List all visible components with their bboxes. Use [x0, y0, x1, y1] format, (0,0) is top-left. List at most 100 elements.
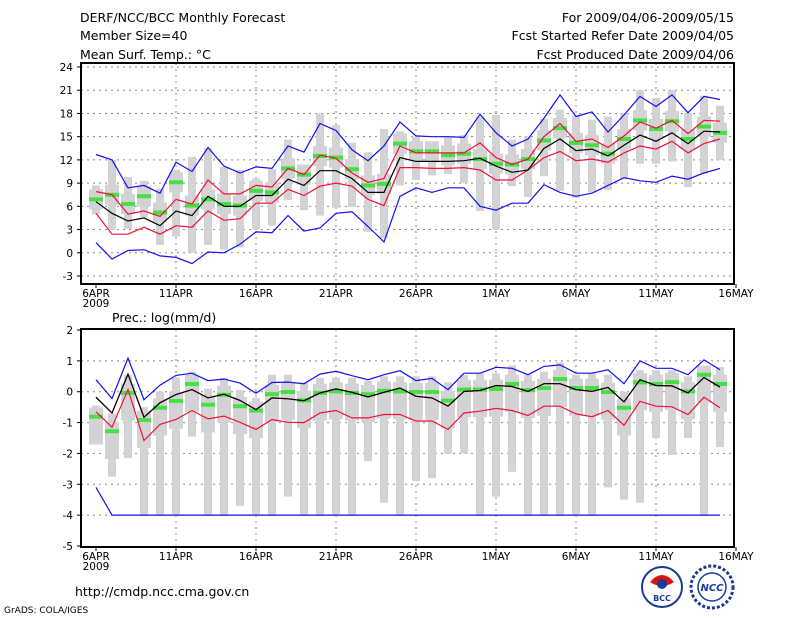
ensemble-range-bar — [316, 377, 324, 516]
green-marker — [553, 126, 567, 131]
green-marker — [345, 390, 359, 395]
blue-lower-line — [95, 167, 721, 265]
x-tick-label: 21APR — [319, 288, 353, 300]
ensemble-range-bar — [332, 377, 340, 516]
green-marker — [441, 153, 455, 158]
x-tick-year: 2009 — [83, 561, 110, 573]
green-marker — [329, 389, 343, 394]
ncc-logo: NCC — [689, 564, 735, 610]
y-tick-label: 1 — [66, 356, 73, 368]
ensemble-range-bar — [396, 376, 404, 516]
forecast-start-date: Fcst Started Refer Date 2009/04/05 — [512, 28, 735, 43]
ensemble-range-bar — [204, 388, 212, 516]
ensemble-range-bar — [588, 373, 596, 516]
green-marker — [89, 414, 103, 419]
variable-label: Mean Surf. Temp.: °C — [80, 47, 211, 62]
x-tick-label: 6MAY — [562, 551, 591, 563]
ensemble-range-bar — [524, 374, 532, 516]
green-marker — [617, 405, 631, 410]
green-marker — [249, 408, 263, 413]
ensemble-box — [633, 373, 647, 411]
ensemble-range-bar — [428, 376, 436, 479]
ensemble-range-bar — [556, 362, 564, 516]
green-marker — [569, 140, 583, 145]
y-tick-label: 12 — [60, 155, 73, 167]
green-marker — [281, 390, 295, 395]
ensemble-box — [425, 382, 439, 420]
x-tick-label: 21APR — [319, 551, 353, 563]
x-tick-label: 11APR — [159, 551, 193, 563]
red-upper-line — [95, 119, 721, 218]
ensemble-range-bar — [172, 169, 180, 237]
green-marker — [377, 388, 391, 393]
bcc-logo: BCC — [641, 566, 683, 608]
y-tick-label: 18 — [60, 108, 73, 120]
blue-upper-line — [95, 356, 721, 401]
forecast-produced-date: Fcst Produced Date 2009/04/06 — [536, 47, 734, 62]
ensemble-box — [569, 378, 583, 416]
y-tick-label: -4 — [63, 510, 74, 522]
x-tick-label: 11MAY — [638, 288, 674, 300]
ensemble-box — [505, 374, 519, 412]
green-marker — [633, 118, 647, 123]
ensemble-range-bar — [172, 377, 180, 516]
ensemble-range-bar — [620, 391, 628, 500]
green-marker — [393, 389, 407, 394]
ensemble-range-bar — [220, 377, 228, 516]
ensemble-box — [89, 407, 103, 445]
green-marker — [553, 377, 567, 382]
precipitation-panel: 2 1 0 -1 -2 -3 -4 -5 6APR 11APR 16APR 21APR 26APR 1MA… — [63, 325, 755, 573]
x-tick-label: 11APR — [159, 288, 193, 300]
green-marker — [121, 202, 135, 207]
green-marker — [697, 124, 711, 129]
ensemble-range-bar — [300, 382, 308, 516]
footer-url[interactable]: http://cmdp.ncc.cma.gov.cn — [75, 584, 249, 599]
ensemble-range-bar — [140, 407, 148, 516]
green-marker — [137, 418, 151, 423]
green-marker — [89, 197, 103, 202]
x-tick-label: 26APR — [399, 551, 433, 563]
ensemble-range-bar — [556, 109, 564, 191]
ensemble-box — [201, 395, 215, 433]
green-marker — [633, 380, 647, 385]
green-marker — [185, 382, 199, 386]
green-marker — [457, 387, 471, 392]
plot-frame — [80, 62, 735, 285]
blue-lower-line — [95, 487, 720, 516]
plot-frame — [80, 328, 735, 548]
ncc-logo-text: NCC — [700, 583, 724, 594]
green-marker — [345, 167, 359, 172]
ensemble-box — [185, 374, 199, 412]
ensemble-range-bar — [604, 374, 612, 488]
ensemble-range-bar — [268, 374, 276, 516]
green-marker — [425, 390, 439, 395]
green-marker — [617, 136, 631, 141]
ensemble-box — [409, 382, 423, 420]
x-tick-label: 6APR — [82, 288, 110, 300]
green-marker — [249, 188, 263, 193]
ensemble-range-bar — [236, 390, 244, 506]
green-marker — [105, 429, 119, 434]
green-marker — [265, 190, 279, 195]
ensemble-range-bar — [252, 397, 260, 516]
x-tick-label: 26APR — [399, 288, 433, 300]
green-marker — [473, 157, 487, 162]
green-marker — [601, 390, 615, 395]
green-marker — [489, 161, 503, 166]
green-marker — [169, 180, 183, 185]
ensemble-box — [713, 374, 727, 412]
ensemble-range-bar — [412, 376, 420, 482]
green-marker — [185, 203, 199, 208]
ensemble-range-bar — [300, 169, 308, 211]
y-tick-label: 15 — [60, 132, 73, 144]
blue-upper-line — [95, 93, 721, 194]
green-marker — [521, 388, 535, 393]
ensemble-box — [457, 380, 471, 418]
green-marker — [201, 197, 215, 202]
green-marker — [137, 194, 151, 199]
member-size: Member Size=40 — [80, 28, 187, 43]
grads-credit: GrADS: COLA/IGES — [4, 606, 88, 616]
green-marker — [457, 151, 471, 156]
ensemble-box — [585, 378, 599, 416]
ensemble-range-bar — [348, 377, 356, 516]
